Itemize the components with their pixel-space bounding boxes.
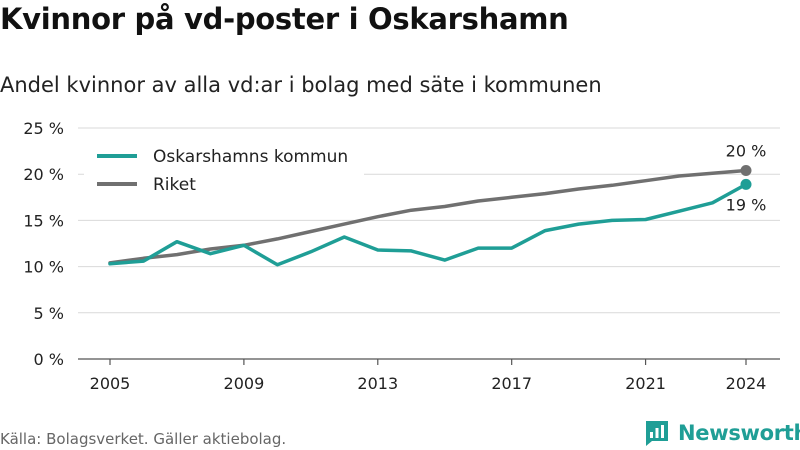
series-line-oskarshamn [108,182,748,267]
y-tick-label: 15 % [23,211,64,230]
end-label-oskarshamn: 19 % [726,195,767,214]
series-line-riket [108,168,748,265]
newsworthy-logo-icon [646,421,668,446]
legend-item-oskarshamn-label: Oskarshamns kommun [153,147,348,167]
y-tick-label: 10 % [23,258,64,277]
source-note: Källa: Bolagsverket. Gäller aktiebolag. [0,430,287,448]
axes: 0 % 5 % 10 % 15 % 20 % 25 % 2005 2009 2013 2017 20… [23,119,766,393]
end-point-riket [740,165,752,177]
legend-background [84,138,364,200]
legend-item-riket-label: Riket [153,175,196,195]
y-tick-label: 5 % [34,304,64,323]
series-lines [108,165,752,267]
chart-title: Kvinnor på vd-poster i Oskarshamn [0,2,569,36]
brand-name: Newsworthy [678,421,800,445]
newsworthy-logo: Newsworthy [644,419,800,447]
x-tick-label: 2013 [357,374,398,393]
end-labels: 20 % 19 % [726,142,767,215]
end-point-oskarshamn [740,178,752,190]
chart-subtitle: Andel kvinnor av alla vd:ar i bolag med … [0,73,602,97]
y-tick-label: 20 % [23,165,64,184]
legend: Oskarshamns kommun Riket [84,138,364,200]
y-tick-label: 25 % [23,119,64,138]
x-tick-label: 2005 [90,374,131,393]
y-tick-label: 0 % [34,350,64,369]
end-label-riket: 20 % [726,142,767,161]
x-tick-label: 2024 [726,374,767,393]
x-tick-label: 2021 [625,374,666,393]
x-tick-label: 2017 [491,374,532,393]
x-tick-label: 2009 [224,374,265,393]
